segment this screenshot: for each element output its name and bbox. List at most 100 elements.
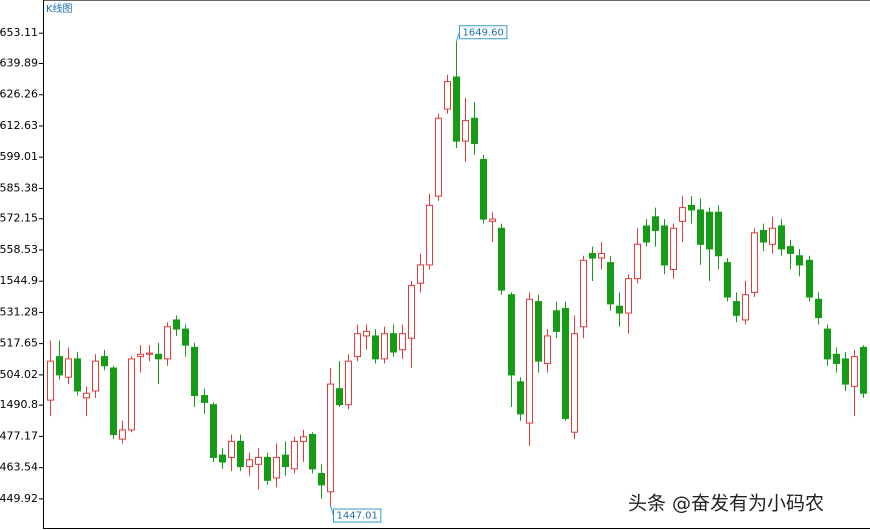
y-tick-label: 1572.15 [0,212,38,225]
candle-body [444,81,451,110]
candle-body [535,301,542,362]
candle-body [426,204,433,266]
candle-body [580,259,587,328]
candle-body [191,346,198,397]
y-tick-label: 1626.26 [0,88,38,101]
y-tick-label: 1490.8 [0,398,38,411]
candle-body [769,227,776,245]
candle-body [670,227,677,270]
candle-body [65,358,72,378]
candle-body [219,454,226,463]
candle-body [796,255,803,266]
candle-body [345,360,352,406]
candle-body [833,353,840,364]
candle-body [589,252,596,259]
candle-body [435,117,442,197]
candle-body [571,333,578,433]
candle-body [553,310,560,332]
candle-body [201,395,208,403]
y-tick-label: 1517.65 [0,337,38,350]
candle-body [508,294,515,376]
y-tick-label: 1612.63 [0,119,38,132]
candle-body [399,333,406,351]
candle-body [336,388,343,406]
candle-body [679,207,686,222]
chart-title: K线图 [46,2,73,15]
candle-body [300,436,307,442]
candle-body [634,243,641,280]
candle-body [724,262,731,298]
candle-body [354,333,361,358]
candle-body [137,353,144,358]
candle-body [842,358,849,385]
candle-body [182,328,189,346]
y-tick-label: 1599.01 [0,150,38,163]
candle-body [544,335,551,364]
y-tick-label: 1477.17 [0,429,38,442]
candle-body [390,333,397,353]
candle-body [562,307,569,419]
candle-body [517,381,524,415]
candle-body [408,285,415,339]
candle-body [164,326,171,360]
candle-body [661,225,668,266]
candle-body [697,209,704,245]
candle-body [146,352,153,355]
candle-body [715,211,722,257]
candle-body [255,456,262,465]
candle-body [273,456,280,479]
candle-body [372,335,379,360]
candle-body [643,225,650,243]
candle-body [74,358,81,392]
candle-body [471,117,478,144]
candle-body [173,319,180,330]
y-tick-label: 1531.28 [0,305,38,318]
annotation-label: 1447.01 [337,511,378,522]
candle-body [47,360,54,401]
candle-body [119,429,126,440]
candle-body [751,232,758,293]
y-tick-label: 1558.53 [0,243,38,256]
annotation-box [459,25,508,40]
candle-body [787,246,794,254]
candle-body [381,333,388,360]
candle-body [110,367,117,435]
candle-body [56,356,63,376]
candle-body [806,259,813,298]
candle-body [598,252,605,259]
candle-body [625,278,632,314]
candle-body [309,434,316,470]
candle-body [246,459,253,468]
candle-body [498,227,505,291]
candle-body [291,440,298,470]
candle-body [210,404,217,458]
candle-body [228,440,235,458]
candle-body [453,76,460,142]
candle-body [760,230,767,243]
candle-body [851,356,858,387]
candle-body [363,330,370,337]
candle-body [688,204,695,211]
candle-body [417,264,424,284]
candle-body [480,159,487,220]
candle-body [237,440,244,468]
candle-body [462,120,469,142]
candle-body [652,216,659,232]
candle-body [489,218,496,222]
candle-body [327,383,334,493]
candle-body [860,346,867,394]
y-tick-label: 1653.11 [0,26,38,39]
annotation-label: 1649.60 [463,27,504,38]
y-tick-label: 1544.9 [0,274,38,287]
candle-body [155,353,162,360]
candle-body [128,358,135,431]
candle-body [815,298,822,319]
candle-body [778,225,785,250]
candle-body [742,294,749,321]
candle-body [92,360,99,392]
